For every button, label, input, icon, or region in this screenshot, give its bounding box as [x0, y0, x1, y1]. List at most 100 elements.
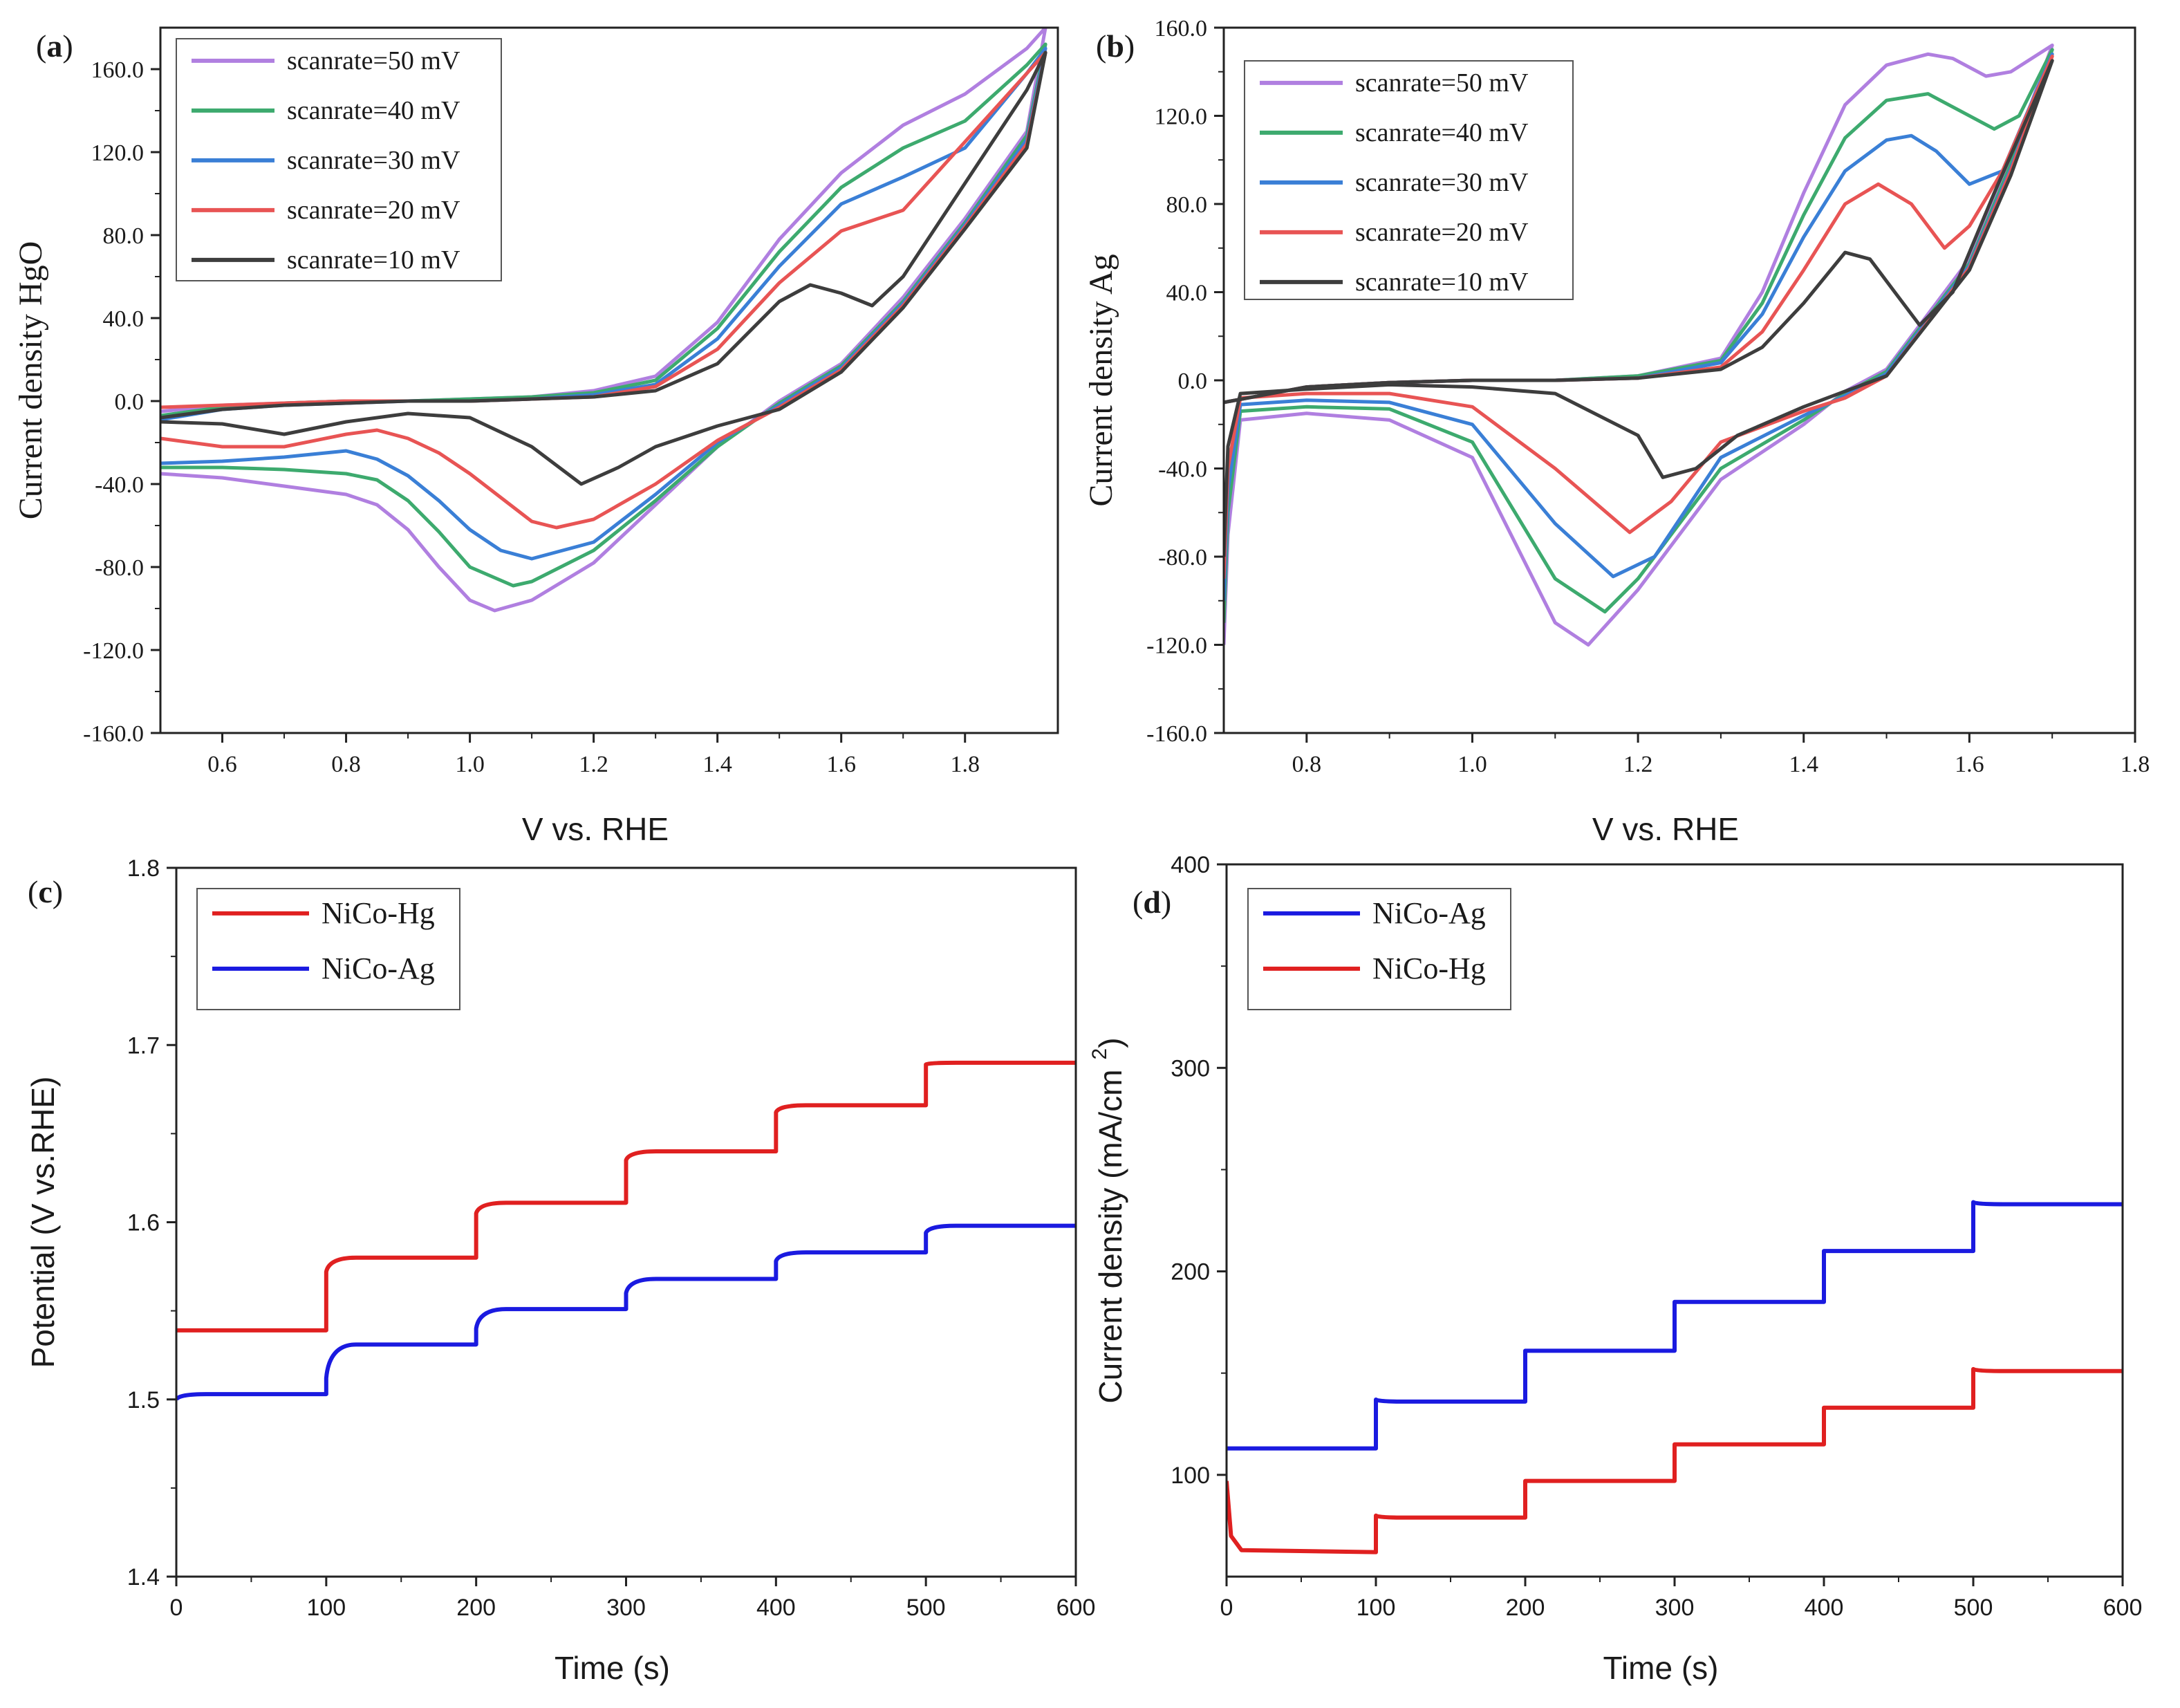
x-tick-label: 1.6	[826, 752, 856, 777]
legend: scanrate=50 mV scanrate=40 mV scanrate=30 …	[176, 38, 502, 281]
chart-panel-b: (b) 0.8 1.0 1.2 1.4 1.6 1.8 -160.0 -120.0 -80.0 -4…	[1083, 16, 2150, 847]
y-axis-label: Current density Ag	[1083, 254, 1119, 506]
series-line-nico-ag	[176, 1223, 1076, 1401]
legend-entry: NiCo-Ag	[322, 952, 435, 985]
legend-entry: NiCo-Hg	[322, 896, 435, 930]
y-tick-label: -80.0	[95, 555, 144, 581]
x-tick-label: 400	[756, 1595, 796, 1621]
x-axis-label: V vs. RHE	[1592, 811, 1739, 847]
panel-label-letter: b	[1106, 28, 1124, 64]
series-line-scanrate-10-mv	[160, 50, 1047, 486]
legend-entry: scanrate=10 mV	[1355, 268, 1529, 297]
legend-entry: scanrate=40 mV	[287, 96, 460, 125]
x-tick-label: 400	[1805, 1595, 1844, 1621]
legend-box	[1244, 60, 1574, 300]
y-tick-label: 0.0	[115, 389, 145, 415]
legend-entry: NiCo-Ag	[1372, 896, 1486, 930]
panel-label-letter: a	[46, 28, 62, 64]
y-tick-label: 80.0	[103, 223, 145, 249]
y-tick-label: 160.0	[91, 57, 145, 83]
x-tick-label: 300	[606, 1595, 646, 1621]
legend-entry: NiCo-Hg	[1372, 952, 1486, 985]
legend: NiCo-Ag NiCo-Hg	[1247, 888, 1511, 1010]
legend-entry: scanrate=40 mV	[1355, 118, 1529, 147]
x-tick-label: 0	[1220, 1595, 1233, 1621]
series-line-nico-hg	[176, 1060, 1076, 1333]
x-tick-label: 1.2	[579, 752, 608, 777]
legend-entry: scanrate=20 mV	[1355, 218, 1529, 247]
x-tick-label: 1.8	[2121, 752, 2150, 777]
x-tick-label: 0	[170, 1595, 183, 1621]
panel-label: (d)	[1133, 884, 1171, 920]
x-axis-label: V vs. RHE	[522, 811, 669, 847]
x-tick-label: 100	[1357, 1595, 1396, 1621]
legend: scanrate=50 mV scanrate=40 mV scanrate=30 …	[1244, 60, 1574, 300]
y-tick-label: -160.0	[1146, 721, 1207, 747]
x-tick-label: 500	[1954, 1595, 1993, 1621]
x-tick-label: 600	[2103, 1595, 2143, 1621]
legend: NiCo-Hg NiCo-Ag	[196, 888, 460, 1010]
x-tick-label: 0.6	[207, 752, 237, 777]
x-tick-label: 500	[906, 1595, 946, 1621]
x-tick-label: 100	[306, 1595, 346, 1621]
x-tick-label: 200	[1506, 1595, 1545, 1621]
panel-label-letter: c	[38, 874, 52, 909]
panel-label-letter: d	[1143, 884, 1161, 920]
series-line-scanrate-10-mv	[1224, 59, 2054, 557]
y-axis-label: Current density (mA/cm2)	[1088, 1037, 1128, 1403]
legend-entry: scanrate=30 mV	[1355, 168, 1529, 197]
x-tick-label: 1.4	[1789, 752, 1818, 777]
y-axis-label-close: )	[1092, 1037, 1128, 1048]
series-group	[1224, 44, 2054, 647]
legend-box	[196, 888, 460, 1010]
x-tick-label: 1.2	[1623, 752, 1653, 777]
x-tick-label: 0.8	[1292, 752, 1322, 777]
y-tick-label: 120.0	[91, 140, 145, 166]
y-tick-label: 1.4	[127, 1564, 160, 1590]
panel-label: (a)	[36, 28, 73, 64]
x-tick-label: 1.0	[1457, 752, 1487, 777]
y-tick-label: 1.8	[127, 855, 160, 882]
y-tick-label: -120.0	[83, 638, 144, 664]
series-line-nico-hg	[1227, 1366, 2123, 1554]
legend-entry: scanrate=30 mV	[287, 146, 460, 175]
y-tick-label: 100	[1171, 1463, 1210, 1489]
x-axis-label: Time (s)	[555, 1650, 670, 1686]
series-group	[160, 28, 1047, 613]
series-line-scanrate-40-mv	[1224, 48, 2054, 623]
panel-label: (b)	[1096, 28, 1135, 64]
y-axis-label: Current density HgO	[12, 241, 49, 520]
x-tick-label: 600	[1056, 1595, 1096, 1621]
x-axis-label: Time (s)	[1603, 1650, 1719, 1686]
y-tick-label: -80.0	[1158, 545, 1207, 570]
y-tick-label: 400	[1171, 852, 1210, 878]
panel-label: (c)	[28, 874, 63, 909]
legend-box	[1247, 888, 1511, 1010]
y-tick-label: 120.0	[1155, 104, 1208, 130]
x-tick-label: 200	[456, 1595, 496, 1621]
y-axis-label-superscript: 2	[1088, 1048, 1111, 1060]
y-tick-label: 1.6	[127, 1210, 160, 1236]
series-line-nico-ag	[1227, 1200, 2123, 1451]
y-tick-label: 80.0	[1166, 192, 1208, 218]
series-group	[176, 1060, 1076, 1401]
legend-entry: scanrate=10 mV	[287, 245, 460, 275]
chart-panel-a: (a) 0.6 0.8 1.0 1.2 1.4 1.6 1.8 -160.0 -120.0 -80.…	[12, 26, 1059, 847]
y-tick-label: -40.0	[95, 472, 144, 498]
x-tick-label: 0.8	[331, 752, 361, 777]
series-group	[1227, 1200, 2123, 1554]
legend-entry: scanrate=20 mV	[287, 196, 460, 225]
y-tick-label: 300	[1171, 1055, 1210, 1082]
x-tick-label: 1.0	[455, 752, 485, 777]
plot-frame	[159, 26, 1059, 734]
y-tick-label: 160.0	[1155, 16, 1208, 41]
x-tick-label: 1.8	[950, 752, 980, 777]
series-line-scanrate-40-mv	[160, 42, 1047, 588]
chart-panel-d: (d) 0 100 200 300 400 500 600 100 200 300 400 Time (…	[1088, 852, 2142, 1686]
x-tick-label: 1.6	[1955, 752, 1984, 777]
y-tick-label: 40.0	[103, 306, 145, 332]
y-tick-label: -40.0	[1158, 457, 1207, 483]
y-tick-label: 0.0	[1178, 369, 1208, 394]
y-axis-label: Potential (V vs.RHE)	[25, 1077, 61, 1368]
